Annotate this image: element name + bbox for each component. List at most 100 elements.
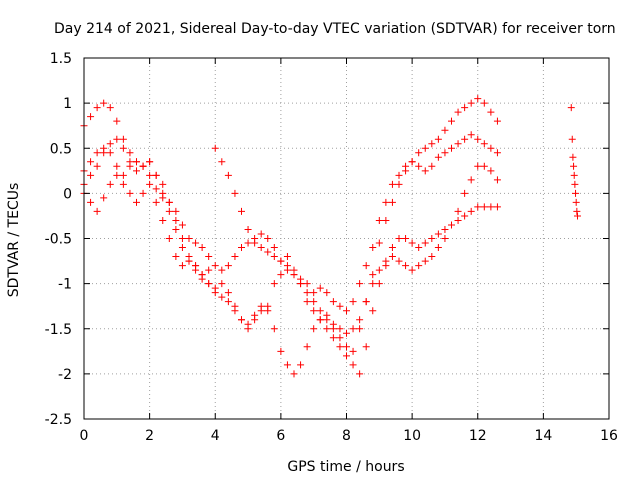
data-point xyxy=(402,235,410,242)
data-point xyxy=(467,131,475,139)
data-point xyxy=(113,171,121,179)
data-point xyxy=(336,343,344,351)
data-point xyxy=(434,244,442,252)
data-point xyxy=(178,262,186,270)
x-axis-label: GPS time / hours xyxy=(287,459,404,475)
data-point xyxy=(487,167,495,175)
data-point xyxy=(421,144,429,152)
series-track-c xyxy=(80,135,501,378)
data-point xyxy=(461,135,469,143)
data-point xyxy=(567,104,575,112)
y-tick-label: 0 xyxy=(63,186,72,202)
data-point xyxy=(172,225,180,233)
data-point xyxy=(290,370,298,378)
data-point xyxy=(218,280,226,288)
series-track-b xyxy=(80,131,501,315)
data-point xyxy=(572,198,580,206)
data-point xyxy=(310,298,318,306)
data-point xyxy=(356,325,364,333)
data-point xyxy=(126,149,134,157)
data-point xyxy=(106,140,114,148)
data-points xyxy=(80,95,581,378)
data-point xyxy=(277,347,285,355)
series-track-e xyxy=(567,104,581,220)
data-point xyxy=(388,180,396,188)
data-point xyxy=(454,108,462,116)
data-point xyxy=(303,298,311,306)
data-point xyxy=(185,257,193,265)
data-point xyxy=(218,158,226,166)
data-point xyxy=(461,212,469,220)
data-point xyxy=(415,149,423,157)
data-point xyxy=(454,216,462,224)
data-point xyxy=(461,104,469,112)
data-point xyxy=(375,280,383,288)
data-point xyxy=(570,162,578,170)
data-point xyxy=(277,271,285,279)
data-point xyxy=(434,230,442,238)
data-point xyxy=(270,244,278,252)
data-point xyxy=(139,162,147,170)
data-point xyxy=(159,180,167,188)
data-point xyxy=(297,280,305,288)
y-tick-label: -0.5 xyxy=(45,232,72,248)
data-point xyxy=(178,235,186,242)
data-point xyxy=(349,361,357,369)
data-point xyxy=(574,212,581,220)
data-point xyxy=(283,262,291,270)
data-point xyxy=(349,347,357,355)
data-point xyxy=(93,207,101,215)
data-point xyxy=(93,162,101,170)
data-point xyxy=(395,171,403,179)
y-tick-label: 0.5 xyxy=(50,141,72,157)
data-point xyxy=(106,104,114,112)
data-point xyxy=(382,216,390,224)
data-point xyxy=(474,203,482,211)
data-point xyxy=(415,262,423,270)
data-point xyxy=(257,302,265,310)
data-point xyxy=(257,230,265,238)
data-point xyxy=(441,225,449,233)
data-point xyxy=(480,99,488,107)
data-point xyxy=(139,189,147,197)
data-point xyxy=(369,307,377,315)
data-point xyxy=(448,144,455,152)
data-point xyxy=(192,239,200,247)
data-point xyxy=(231,189,239,197)
data-point xyxy=(362,262,370,270)
data-point xyxy=(316,316,324,324)
data-point xyxy=(356,370,364,378)
data-point xyxy=(126,158,134,166)
data-point xyxy=(572,189,580,197)
data-point xyxy=(119,180,127,188)
data-point xyxy=(126,189,134,197)
data-point xyxy=(251,311,259,319)
data-point xyxy=(283,253,291,261)
data-point xyxy=(329,298,337,306)
data-point xyxy=(395,180,403,188)
data-point xyxy=(218,266,226,274)
grid xyxy=(84,58,609,419)
data-point xyxy=(113,135,121,143)
data-point xyxy=(362,298,370,306)
data-point xyxy=(467,176,475,184)
data-point xyxy=(238,207,245,215)
data-point xyxy=(402,162,410,170)
x-tick-label: 12 xyxy=(469,428,487,444)
data-point xyxy=(428,235,436,242)
data-point xyxy=(152,171,160,179)
data-point xyxy=(146,158,154,166)
data-point xyxy=(146,171,154,179)
data-point xyxy=(356,280,364,288)
data-point xyxy=(93,104,101,112)
data-point xyxy=(375,266,383,274)
data-point xyxy=(172,216,180,224)
data-point xyxy=(119,144,127,152)
data-point xyxy=(251,239,259,247)
axis-ticks: 0 2 4 6 8 10 12 14 16 -2.5 -2 -1.5 -1 -0.5 0 0.5 1 1.5 xyxy=(45,51,618,444)
data-point xyxy=(382,198,390,206)
data-point xyxy=(493,176,501,184)
x-tick-label: 10 xyxy=(403,428,421,444)
data-point xyxy=(428,253,436,261)
